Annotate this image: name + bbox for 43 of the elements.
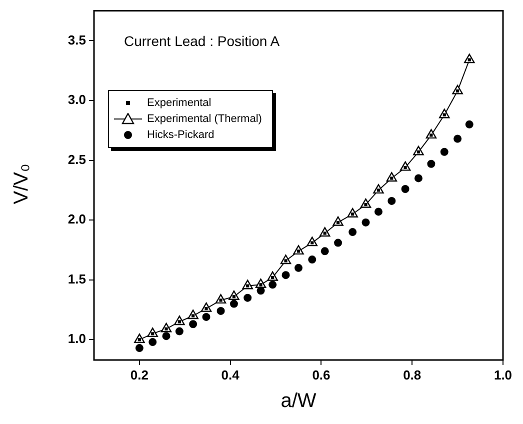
x-axis-title: a/W [280, 390, 318, 413]
x-tick-label: 1.0 [494, 367, 512, 382]
point [189, 320, 198, 328]
y-tick-label: 1.0 [68, 331, 86, 346]
point [308, 256, 316, 264]
point [244, 294, 252, 302]
point [465, 120, 474, 128]
y-tick-label: 1.5 [68, 271, 86, 286]
legend-label: Experimental (Thermal) [147, 113, 262, 125]
point [230, 300, 238, 308]
x-tick-label: 0.6 [312, 367, 330, 382]
point [294, 264, 302, 272]
x-tick-label: 0.4 [221, 367, 240, 382]
point [175, 327, 184, 336]
point [282, 271, 290, 280]
y-tick-label: 3.5 [68, 32, 86, 48]
point [440, 148, 448, 156]
point [362, 218, 370, 226]
point [334, 238, 342, 247]
legend-label: Hicks-Pickard [147, 129, 214, 141]
y-tick-label: 2.0 [68, 212, 86, 227]
point [414, 174, 422, 182]
legend-label: Experimental [147, 97, 212, 109]
x-tick-label: 0.8 [403, 367, 422, 382]
point [388, 196, 396, 205]
text: Current Lead : Position A [124, 33, 280, 49]
point [374, 208, 382, 216]
point [256, 286, 265, 295]
y-tick-label: 2.5 [68, 152, 86, 167]
point [454, 134, 462, 143]
point [348, 228, 357, 236]
point [401, 184, 410, 193]
point [320, 247, 329, 256]
point [202, 312, 210, 321]
point [135, 344, 144, 352]
point [427, 160, 436, 168]
point [162, 332, 170, 340]
y-tick-label: 3.0 [68, 92, 86, 108]
x-tick-label: 0.2 [130, 367, 148, 382]
point [216, 306, 225, 315]
y-axis-title: V/V₀ [10, 163, 34, 204]
point [268, 280, 277, 289]
point [148, 338, 157, 346]
